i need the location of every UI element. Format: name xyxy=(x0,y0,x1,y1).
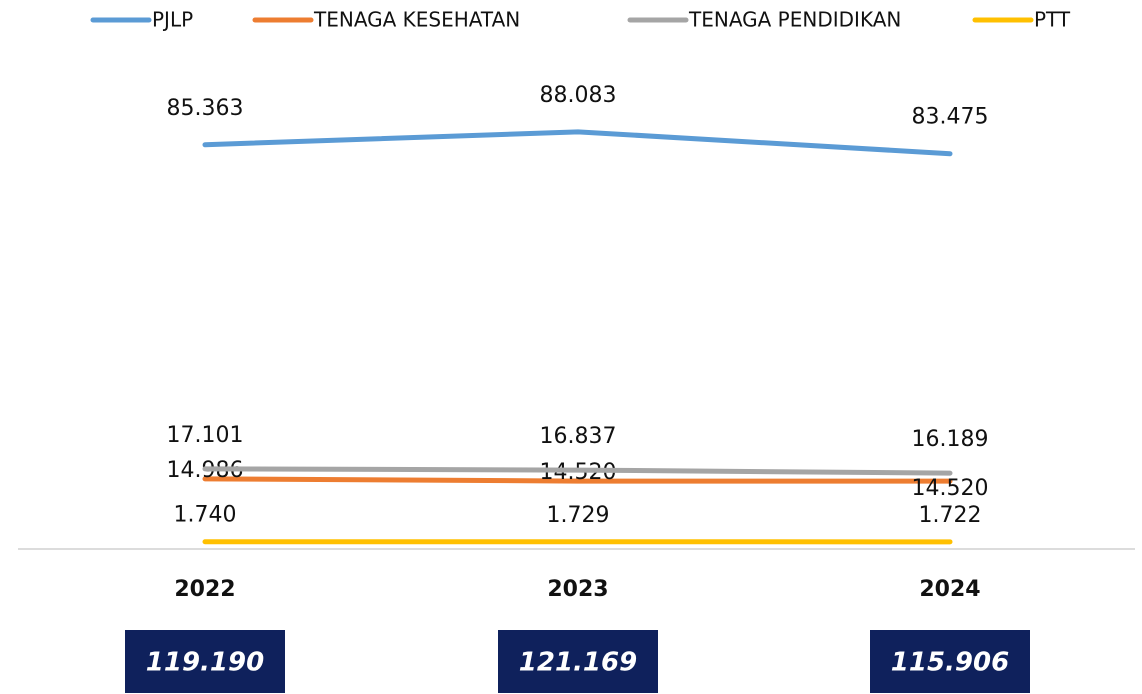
series-line xyxy=(202,476,953,484)
data-label: 16.189 xyxy=(912,427,989,452)
data-label: 1.722 xyxy=(919,503,982,528)
total-label: 119.190 xyxy=(146,648,264,678)
data-label: 83.475 xyxy=(912,105,989,130)
legend-label: TENAGA PENDIDIKAN xyxy=(688,8,901,32)
total-label: 115.906 xyxy=(891,648,1009,678)
total-box xyxy=(498,630,658,693)
data-label: 1.740 xyxy=(174,503,237,528)
x-tick-label: 2023 xyxy=(547,577,608,602)
legend-label: TENAGA KESEHATAN xyxy=(313,8,520,32)
legend-label: PJLP xyxy=(152,8,193,32)
data-label: 85.363 xyxy=(167,96,244,121)
data-label: 16.837 xyxy=(540,424,617,449)
x-tick-label: 2024 xyxy=(919,577,980,602)
data-label: 17.101 xyxy=(167,423,244,448)
legend-label: PTT xyxy=(1034,8,1071,32)
data-label: 14.520 xyxy=(912,476,989,501)
total-box xyxy=(125,630,285,693)
total-box xyxy=(870,630,1030,693)
series-line xyxy=(202,129,953,157)
x-tick-label: 2022 xyxy=(174,577,235,602)
total-label: 121.169 xyxy=(519,648,637,678)
data-label: 88.083 xyxy=(540,83,617,108)
series-line xyxy=(202,466,953,476)
data-label: 1.729 xyxy=(547,503,610,528)
